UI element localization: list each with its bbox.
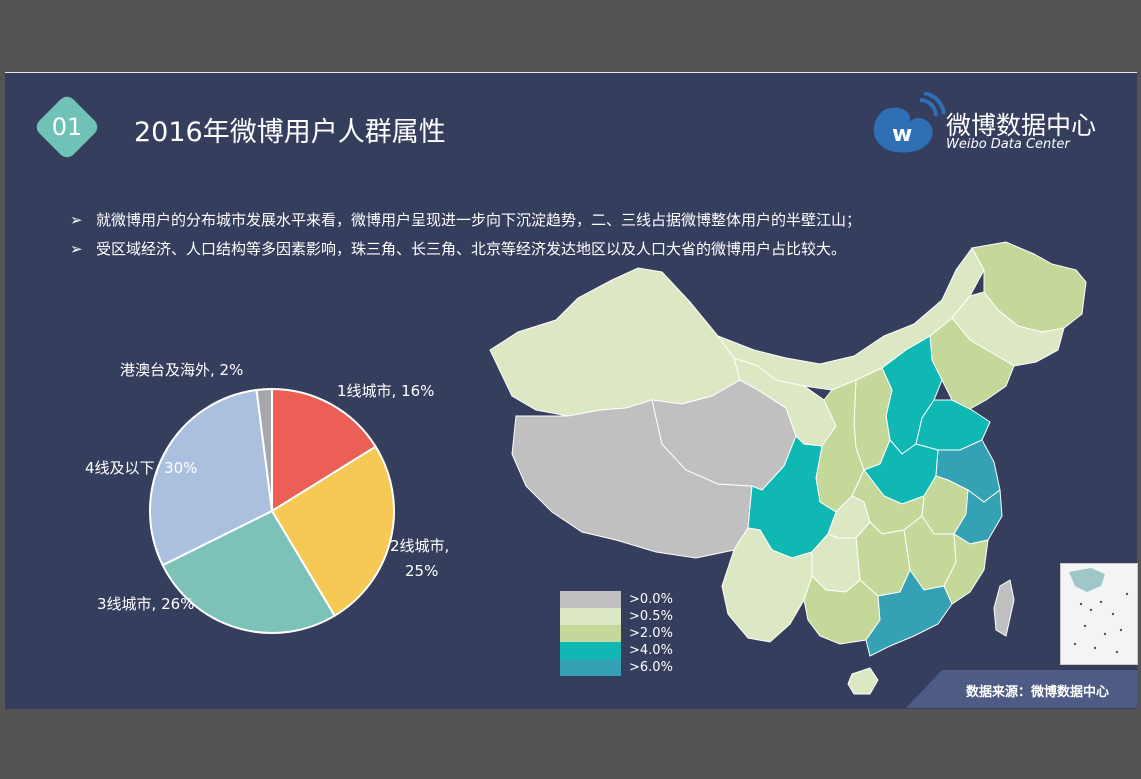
map-legend: >0.0% >0.5% >2.0% >4.0% >6.0%	[560, 591, 673, 676]
arrow-bullet-icon: ➢	[70, 211, 83, 229]
pie-label-tier2-line2: 25%	[405, 562, 439, 580]
map-region-guangdong	[865, 568, 953, 657]
legend-item: >6.0%	[560, 659, 673, 676]
logo-text-cn: 微博数据中心	[946, 111, 1097, 140]
legend-label: >2.0%	[629, 626, 673, 641]
island-inset-icon	[1069, 568, 1129, 654]
logo-text-en: Weibo Data Center	[946, 137, 1070, 152]
legend-swatch	[560, 659, 621, 676]
south-china-sea-inset	[1060, 563, 1138, 665]
svg-text:w: w	[892, 122, 912, 147]
bullet-text: 就微博用户的分布城市发展水平来看，微博用户呈现进一步向下沉淀趋势，二、三线占据微…	[96, 211, 862, 229]
pie-label-overseas: 港澳台及海外, 2%	[120, 361, 244, 379]
map-region-taiwan	[993, 579, 1015, 637]
pie-label-tier4: 4线及以下, 30%	[85, 459, 198, 477]
legend-swatch	[560, 642, 621, 659]
map-region-yunnan	[721, 527, 813, 643]
pie-label-tier1: 1线城市, 16%	[337, 382, 435, 400]
pie-label-tier2-line1: 2线城市,	[390, 537, 450, 555]
bullet-item: ➢ 就微博用户的分布城市发展水平来看，微博用户呈现进一步向下沉淀趋势，二、三线占据…	[70, 206, 861, 235]
legend-item: >2.0%	[560, 625, 673, 642]
pie-slice-3	[149, 388, 274, 567]
page-title: 2016年微博用户人群属性	[134, 117, 446, 148]
legend-label: >6.0%	[629, 660, 673, 675]
pie-slice-1	[270, 445, 395, 618]
bullet-text: 受区域经济、人口结构等多因素影响，珠三角、长三角、北京等经济发达地区以及人口大省…	[96, 240, 847, 258]
legend-item: >0.5%	[560, 608, 673, 625]
legend-label: >0.5%	[629, 609, 673, 624]
legend-item: >4.0%	[560, 642, 673, 659]
map-region-hainan	[847, 667, 879, 695]
legend-swatch	[560, 625, 621, 642]
pie-slice-4	[255, 387, 273, 512]
source-banner	[906, 670, 1137, 708]
legend-label: >0.0%	[629, 592, 673, 607]
section-number: 01	[51, 113, 83, 141]
arrow-bullet-icon: ➢	[70, 240, 83, 258]
map-region-xinjiang	[489, 267, 741, 417]
map-region-fujian	[943, 533, 989, 605]
pie-slice-0	[271, 387, 378, 513]
section-badge	[36, 96, 98, 158]
china-province-map	[489, 241, 1087, 695]
bullet-list: ➢ 就微博用户的分布城市发展水平来看，微博用户呈现进一步向下沉淀趋势，二、三线占据…	[70, 206, 861, 264]
source-text: 数据来源：微博数据中心	[966, 685, 1110, 700]
pie-slice-2	[161, 509, 337, 634]
legend-item: >0.0%	[560, 591, 673, 608]
bullet-item: ➢ 受区域经济、人口结构等多因素影响，珠三角、长三角、北京等经济发达地区以及人口大…	[70, 235, 861, 264]
legend-swatch	[560, 608, 621, 625]
pie-label-tier3: 3线城市, 26%	[97, 595, 195, 613]
legend-label: >4.0%	[629, 643, 673, 658]
legend-swatch	[560, 591, 621, 608]
weibo-logo-icon: w	[873, 92, 946, 153]
